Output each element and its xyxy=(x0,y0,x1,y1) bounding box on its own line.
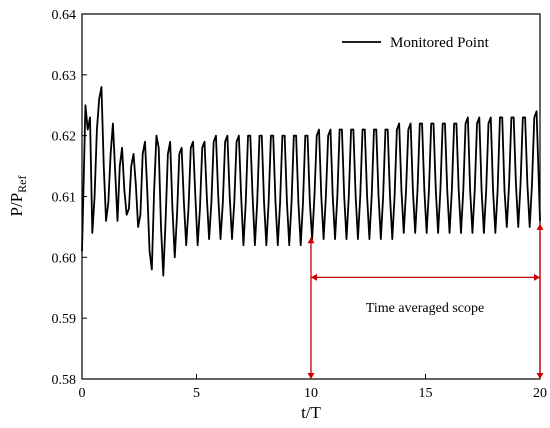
y-tick-label: 0.63 xyxy=(52,69,77,84)
y-axis-title: P/PRef xyxy=(7,176,29,217)
annotation-label: Time averaged scope xyxy=(366,301,484,316)
y-tick-label: 0.62 xyxy=(52,130,77,145)
y-axis-title-sub: Ref xyxy=(15,176,29,193)
y-axis-title-main: P/P xyxy=(7,193,26,217)
series-line-monitored-point xyxy=(81,86,541,277)
annotation-arrowhead-left-bottom xyxy=(307,373,315,379)
y-tick-label: 0.64 xyxy=(52,8,77,23)
x-tick-label: 15 xyxy=(419,386,433,401)
x-axis-title: t/T xyxy=(301,403,321,422)
y-tick-label: 0.60 xyxy=(52,251,77,266)
y-tick-label: 0.61 xyxy=(52,191,77,206)
y-tick-label: 0.59 xyxy=(52,312,77,327)
legend-label-monitored-point: Monitored Point xyxy=(390,35,490,51)
x-tick-label: 0 xyxy=(79,386,86,401)
x-tick-label: 10 xyxy=(304,386,318,401)
y-tick-label: 0.58 xyxy=(52,373,77,388)
time-averaged-annotation: Time averaged scope xyxy=(307,223,544,379)
annotation-arrowhead-right xyxy=(534,273,540,281)
x-axis: 0 5 10 15 20 xyxy=(79,374,547,401)
legend: Monitored Point xyxy=(342,35,490,51)
annotation-arrowhead-left xyxy=(311,273,317,281)
x-tick-label: 20 xyxy=(533,386,547,401)
annotation-arrowhead-right-bottom xyxy=(536,373,544,379)
annotation-arrowhead-left-top xyxy=(307,237,315,244)
x-tick-label: 5 xyxy=(193,386,200,401)
annotation-arrowhead-right-top xyxy=(536,223,544,230)
